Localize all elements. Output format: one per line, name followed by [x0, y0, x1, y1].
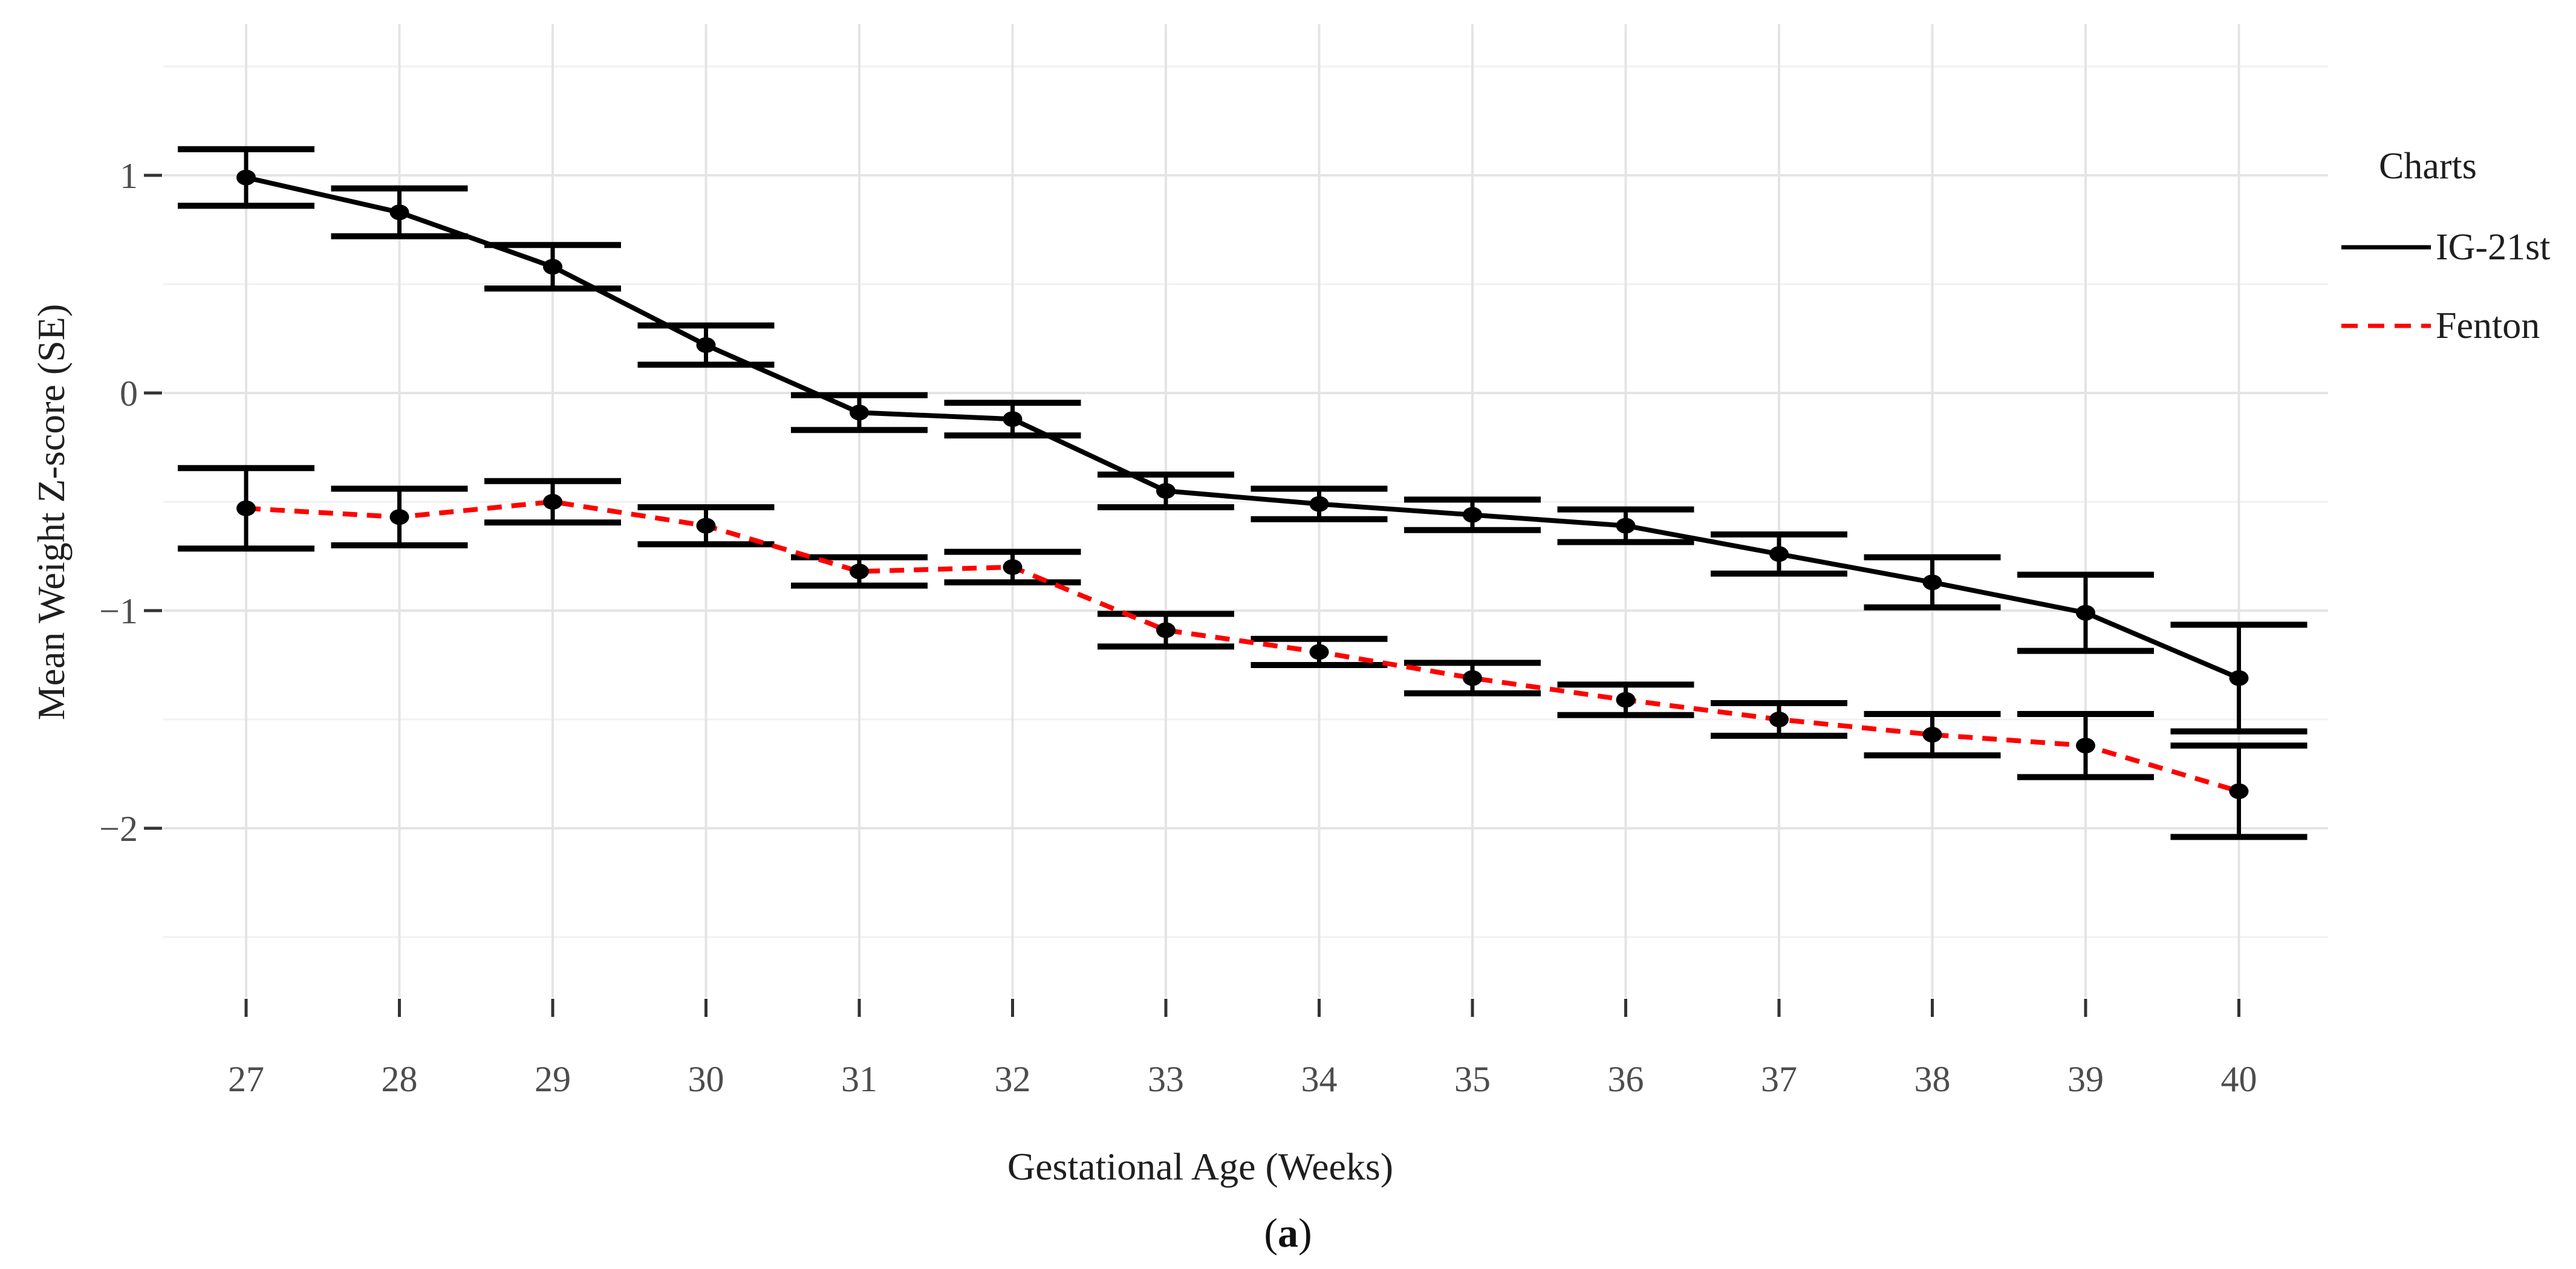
x-tick-label: 33: [1148, 1059, 1184, 1099]
data-point: [389, 204, 409, 221]
legend: Charts IG-21st Fenton: [2341, 140, 2576, 349]
y-tick-label: 0: [120, 374, 138, 414]
series-line-ig-21st: [246, 175, 2240, 681]
data-point: [1769, 546, 1789, 562]
data-point: [543, 259, 562, 275]
data-point: [1463, 507, 1482, 523]
legend-title: Charts: [2379, 146, 2477, 187]
data-point: [2076, 605, 2095, 621]
legend-label: Fenton: [2436, 305, 2540, 346]
data-point: [850, 404, 869, 421]
data-point: [389, 509, 409, 525]
data-point: [2229, 783, 2249, 799]
x-tick-label: 37: [1761, 1059, 1797, 1099]
x-tick-label: 35: [1454, 1059, 1491, 1099]
x-tick-label: 39: [2067, 1059, 2104, 1099]
x-tick-label: 30: [688, 1059, 724, 1099]
x-tick-label: 28: [382, 1059, 418, 1099]
data-point: [1003, 411, 1023, 427]
data-point: [1922, 727, 1942, 743]
legend-key-solid-line-icon: [2341, 245, 2431, 250]
data-point: [1156, 622, 1176, 638]
data-point: [1309, 644, 1329, 660]
data-point: [850, 563, 869, 580]
data-point: [236, 500, 256, 516]
x-tick-label: 36: [1608, 1059, 1644, 1099]
x-axis-title: Gestational Age (Weeks): [1007, 1145, 1394, 1188]
x-tick-label: 34: [1301, 1059, 1338, 1099]
y-tick-label: −2: [99, 809, 138, 849]
x-tick-label: 40: [2221, 1059, 2257, 1099]
y-tick-label: 1: [120, 156, 138, 196]
data-point: [1309, 496, 1329, 512]
legend-item-ig21st: IG-21st: [2341, 224, 2576, 271]
x-tick-label: 27: [228, 1059, 264, 1099]
caption-letter: a: [1278, 1210, 1298, 1256]
legend-key-dashed-line-icon: [2341, 323, 2431, 328]
data-point: [1769, 712, 1789, 727]
data-point: [1616, 518, 1636, 534]
x-tick-label: 29: [535, 1059, 571, 1099]
legend-item-fenton: Fenton: [2341, 302, 2576, 349]
data-point: [2076, 738, 2095, 754]
legend-label: IG-21st: [2436, 226, 2551, 268]
x-tick-label: 32: [995, 1059, 1031, 1099]
x-tick-label: 38: [1914, 1059, 1951, 1099]
y-tick-label: −1: [99, 591, 138, 631]
data-point: [1463, 670, 1482, 686]
data-point: [1156, 483, 1176, 499]
data-point: [1003, 559, 1023, 575]
y-axis-title: Mean Weight Z-score (SE): [30, 303, 73, 721]
series-line-fenton: [246, 499, 2240, 794]
data-point: [696, 337, 716, 353]
figure-caption: (a): [1264, 1210, 1312, 1256]
data-point: [1922, 574, 1942, 591]
x-tick-label: 31: [841, 1059, 877, 1099]
data-point: [543, 494, 562, 510]
data-point: [696, 518, 716, 534]
data-point: [236, 169, 256, 186]
data-point: [2229, 670, 2249, 686]
data-point: [1616, 692, 1636, 708]
